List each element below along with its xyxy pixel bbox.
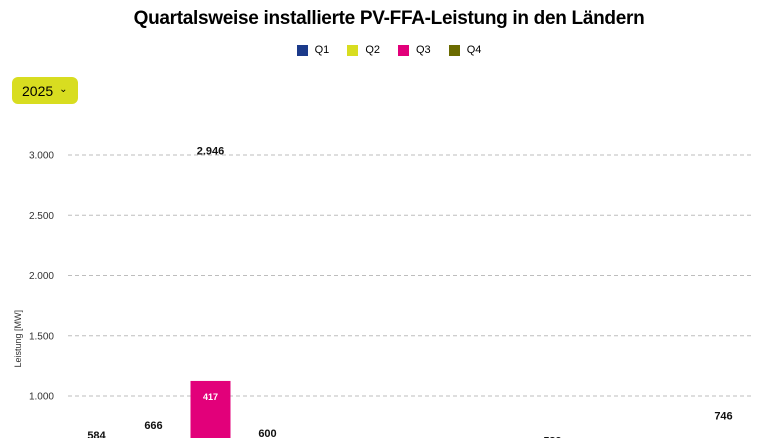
bar-segment-q3 — [190, 380, 231, 438]
legend-swatch-q1 — [296, 44, 308, 56]
chevron-down-icon: ⌄ — [59, 84, 68, 95]
bar-total-label: 746 — [714, 411, 732, 423]
y-tick-label: 3.000 — [29, 151, 54, 162]
year-select-button[interactable]: 2025 ⌄ — [12, 77, 78, 104]
legend-item-q2[interactable]: Q2 — [347, 44, 380, 56]
legend-swatch-q4 — [448, 44, 460, 56]
y-tick-label: 2.000 — [29, 271, 54, 282]
legend-label-q2: Q2 — [365, 44, 380, 56]
bar-total-label: 666 — [144, 420, 162, 432]
legend-label-q3: Q3 — [416, 44, 431, 56]
legend-swatch-q2 — [347, 44, 359, 56]
legend-swatch-q3 — [398, 44, 409, 56]
y-axis-title: Leistung [MW] — [13, 310, 23, 368]
legend-item-q4[interactable]: Q4 — [448, 44, 482, 56]
bar-total-label: 539 — [543, 436, 561, 438]
bar-total-label: 584 — [87, 430, 106, 438]
legend: Q1 Q2 Q3 Q4 — [0, 44, 778, 56]
y-tick-label: 2.500 — [29, 211, 54, 222]
bar-total-label: 2.946 — [197, 146, 225, 158]
y-tick-label: 1.000 — [29, 392, 54, 403]
legend-item-q1[interactable]: Q1 — [296, 44, 330, 56]
chart-title: Quartalsweise installierte PV-FFA-Leistu… — [133, 8, 645, 29]
legend-label-q1: Q1 — [314, 44, 330, 56]
year-label: 2025 — [22, 82, 54, 99]
y-tick-label: 1.500 — [29, 331, 54, 342]
legend-item-q3[interactable]: Q3 — [398, 44, 431, 56]
legend-label-q4: Q4 — [466, 44, 482, 56]
bar-total-label: 600 — [258, 428, 276, 438]
segment-label: 417 — [203, 392, 218, 402]
